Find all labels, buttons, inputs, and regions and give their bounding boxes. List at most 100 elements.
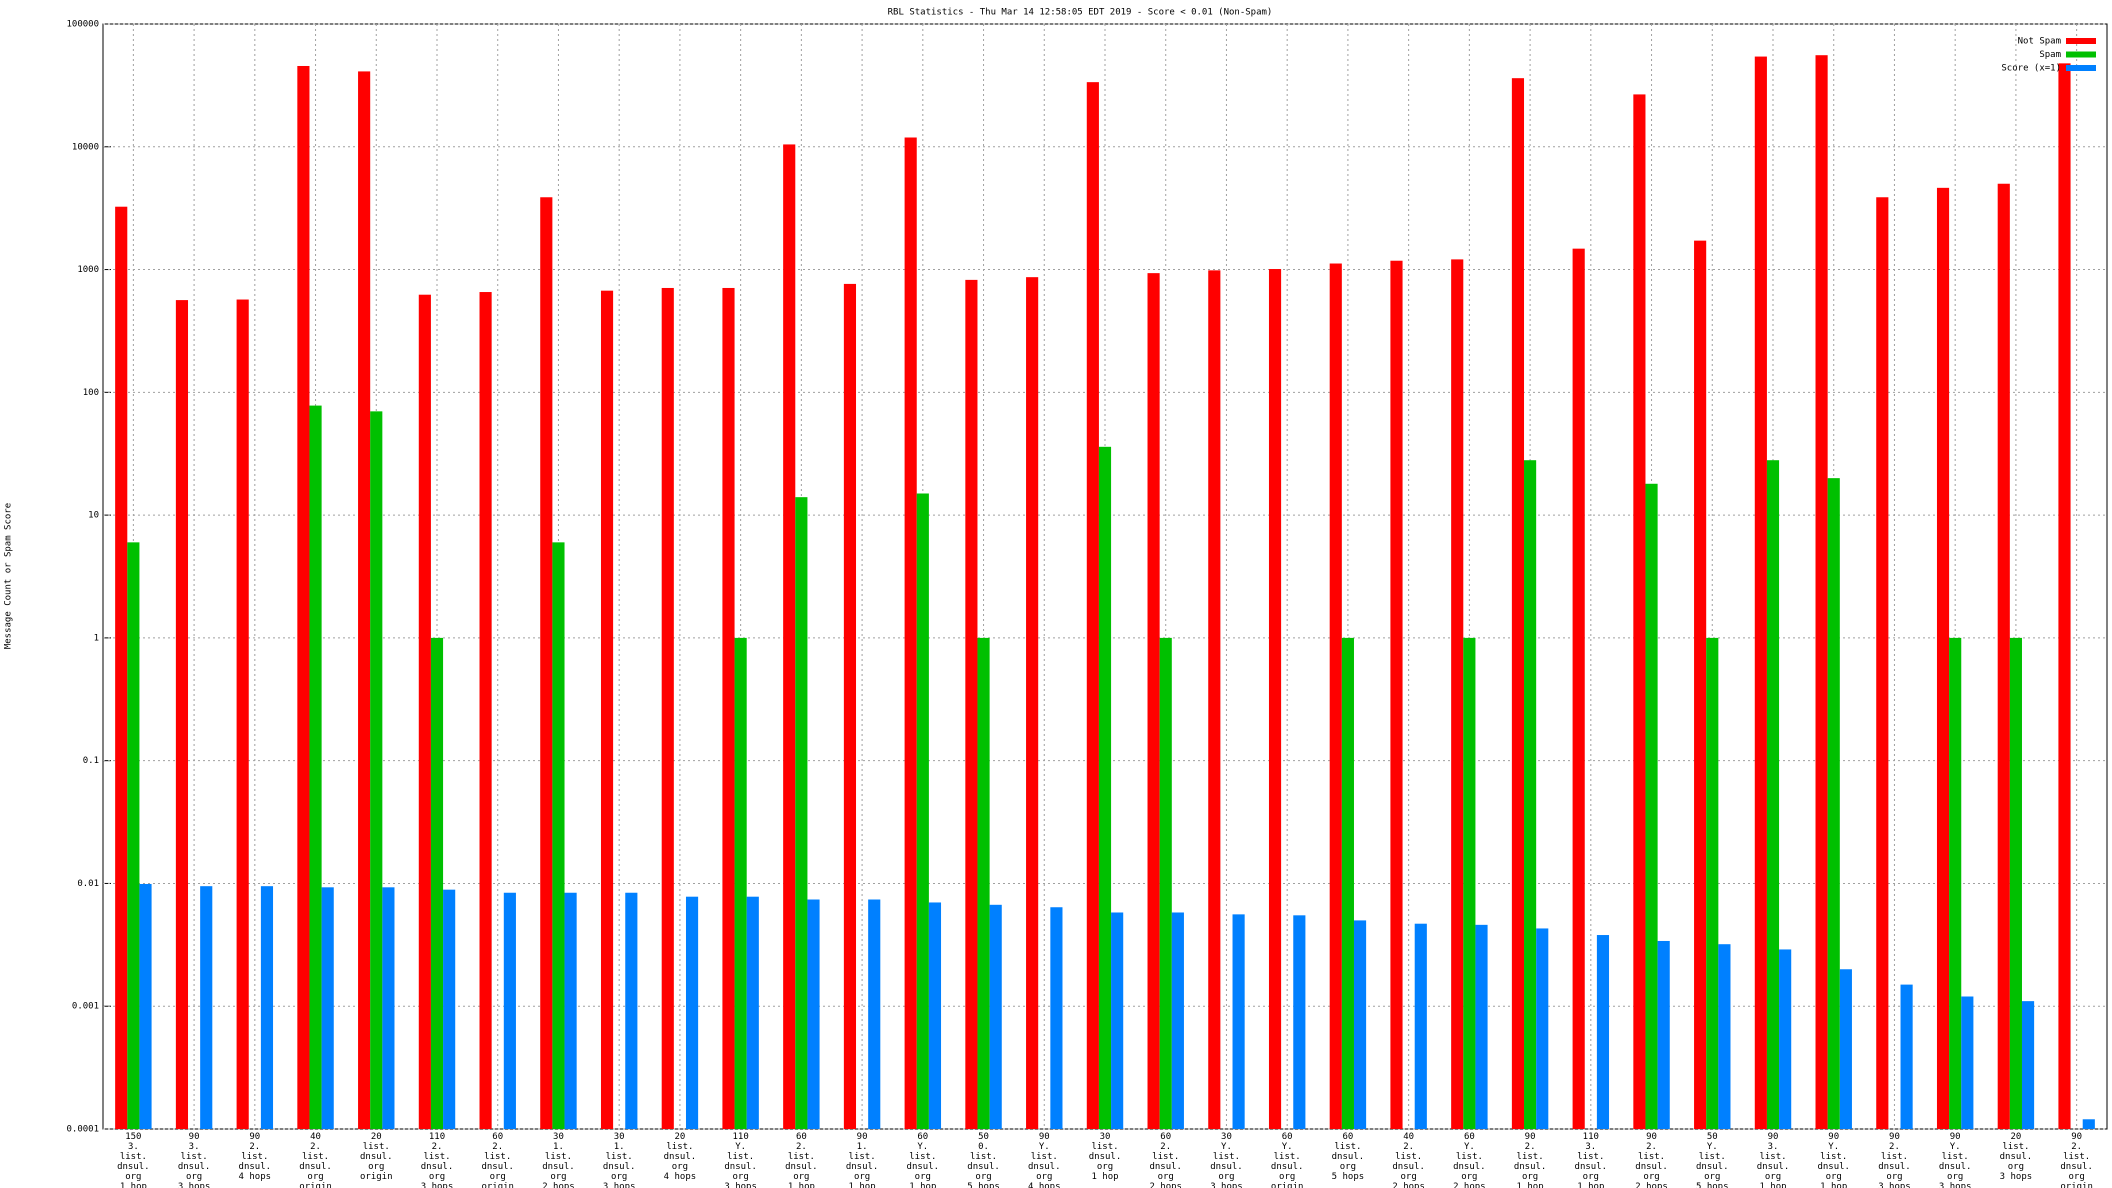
x-tick-label-line: org	[186, 1172, 202, 1182]
x-tick-label-line: list.	[970, 1152, 997, 1162]
x-tick-label-line: dnsul.	[846, 1162, 879, 1172]
x-tick-label-line: dnsul.	[1028, 1162, 1061, 1172]
bar	[1900, 984, 1913, 1129]
bar	[1706, 637, 1719, 1129]
x-tick-label-line: list.	[606, 1152, 633, 1162]
legend-label: Not Spam	[2018, 37, 2061, 47]
x-tick-label-line: list.	[2063, 1152, 2090, 1162]
x-tick-label-line: dnsul.	[907, 1162, 940, 1172]
x-tick-label-line: 3 hops	[1939, 1182, 1972, 1188]
x-tick-label-line: 3.	[189, 1142, 200, 1152]
bar	[1293, 915, 1306, 1129]
x-tick-label-line: 3.	[128, 1142, 139, 1152]
x-tick-label-line: 50	[978, 1132, 989, 1142]
x-tick-label-line: 5 hops	[1332, 1172, 1365, 1182]
x-tick-label: 60 Y. list. dnsul. org 1 hop	[907, 1132, 940, 1188]
legend-swatch	[2066, 38, 2096, 44]
x-tick-label-line: 20	[371, 1132, 382, 1142]
x-tick-label-line: 2.	[492, 1142, 503, 1152]
x-tick-label: 90 2. list. dnsul. org 2 hops	[1635, 1132, 1668, 1188]
x-tick-label-line: dnsul.	[1149, 1162, 1182, 1172]
x-tick-label-line: list.	[120, 1152, 147, 1162]
x-tick-label-line: origin	[299, 1182, 332, 1188]
x-tick-label: 90 Y. list. dnsul. org 1 hop	[1817, 1132, 1850, 1188]
bar	[661, 287, 674, 1129]
bar	[1718, 944, 1731, 1129]
bar	[904, 137, 917, 1129]
x-tick-label-line: 1 hop	[788, 1182, 815, 1188]
x-tick-label-line: org	[672, 1162, 688, 1172]
x-tick-label-line: list.	[1577, 1152, 1604, 1162]
chart-title: RBL Statistics - Thu Mar 14 12:58:05 EDT…	[888, 8, 1273, 18]
x-tick-label-line: org	[611, 1172, 627, 1182]
x-tick-label-line: org	[1036, 1172, 1052, 1182]
bar	[1329, 263, 1342, 1129]
x-tick-label: 30 1. list. dnsul. org 2 hops	[542, 1132, 575, 1188]
bar	[965, 279, 978, 1130]
x-tick-label: 50 Y. list. dnsul. org 5 hops	[1696, 1132, 1729, 1188]
x-tick-label-line: list.	[1699, 1152, 1726, 1162]
bar	[1026, 277, 1039, 1130]
x-tick-label: 90 Y. list. dnsul. org 3 hops	[1939, 1132, 1972, 1188]
x-tick-label-line: list.	[849, 1152, 876, 1162]
bar	[236, 299, 249, 1129]
x-tick-label-line: 30	[1221, 1132, 1232, 1142]
y-tick-label: 0.0001	[66, 1125, 99, 1135]
x-tick-label: 90 1. list. dnsul. org 1 hop	[846, 1132, 879, 1188]
bar	[297, 65, 310, 1129]
bar	[1633, 94, 1646, 1130]
bar	[139, 883, 152, 1129]
x-tick-label-line: dnsul.	[1757, 1162, 1790, 1172]
bar	[625, 892, 638, 1129]
bar	[540, 197, 553, 1129]
bar	[722, 287, 735, 1129]
x-tick-label-line: dnsul.	[360, 1152, 393, 1162]
bar	[746, 896, 759, 1129]
x-tick-label-line: 1 hop	[120, 1182, 147, 1188]
bar	[928, 902, 942, 1129]
bar	[175, 300, 189, 1129]
bar	[1524, 460, 1537, 1129]
x-tick-label-line: list.	[363, 1142, 390, 1152]
x-tick-label: 90 3. list. dnsul. org 1 hop	[1757, 1132, 1790, 1188]
x-tick-label-line: 30	[553, 1132, 564, 1142]
x-tick-label-line: list.	[788, 1152, 815, 1162]
x-tick-label-line: 30	[614, 1132, 625, 1142]
x-tick-label-line: 3 hops	[2000, 1172, 2033, 1182]
x-tick-label-line: list.	[1638, 1152, 1665, 1162]
x-tick-label-line: 110	[429, 1132, 445, 1142]
x-tick-label-line: dnsul.	[1514, 1162, 1547, 1172]
x-tick-label-line: list.	[727, 1152, 754, 1162]
x-tick-label-line: Y.	[1707, 1142, 1718, 1152]
x-tick-label-line: org	[1340, 1162, 1356, 1172]
x-tick-label-line: list.	[1456, 1152, 1483, 1162]
bar	[1657, 940, 1670, 1129]
bar	[370, 411, 383, 1130]
x-tick-label-line: list.	[1031, 1152, 1058, 1162]
x-tick-label: 60 list. dnsul. org 5 hops	[1332, 1132, 1365, 1182]
x-tick-label-line: 90	[1828, 1132, 1839, 1142]
x-tick-label-line: list.	[1759, 1152, 1786, 1162]
bar	[1827, 478, 1840, 1129]
x-tick-label-line: 40	[310, 1132, 321, 1142]
x-tick-label-line: 1 hop	[1759, 1182, 1786, 1188]
x-tick-label-line: dnsul.	[1392, 1162, 1425, 1172]
x-tick-label: 90 2. list. dnsul. org origin	[2060, 1132, 2093, 1188]
x-tick-label: 150 3. list. dnsul. org 1 hop	[117, 1132, 150, 1188]
y-axis-label: Message Count or Spam Score	[4, 503, 14, 649]
x-tick-label-line: dnsul.	[117, 1162, 150, 1172]
x-tick-label-line: 30	[1100, 1132, 1111, 1142]
x-tick-label: 20 list. dnsul. org 4 hops	[664, 1132, 697, 1182]
bar	[1159, 637, 1172, 1129]
x-tick-label-line: 90	[249, 1132, 260, 1142]
x-tick-label-line: dnsul.	[481, 1162, 514, 1172]
bar	[1341, 637, 1354, 1129]
x-tick-label-line: list.	[1152, 1152, 1179, 1162]
bar	[2082, 1119, 2095, 1129]
x-tick-label-line: org	[1401, 1172, 1417, 1182]
x-tick-label-line: org	[793, 1172, 809, 1182]
bar	[358, 71, 371, 1130]
x-tick-label-line: list.	[1091, 1142, 1118, 1152]
x-tick-label-line: Y.	[1221, 1142, 1232, 1152]
